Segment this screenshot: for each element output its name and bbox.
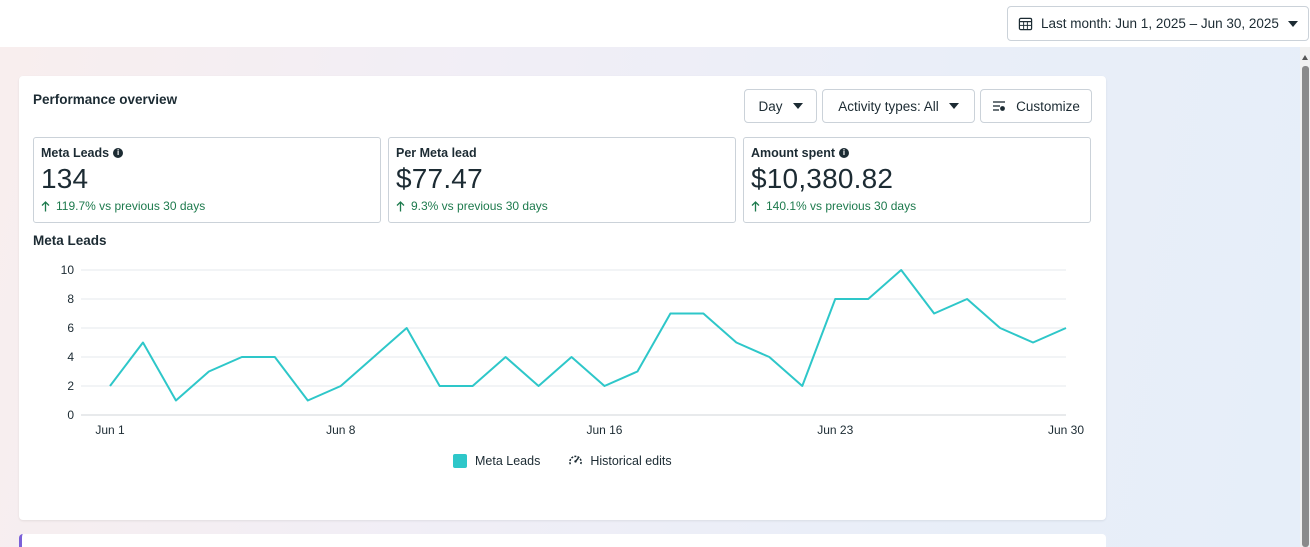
metric-label-text: Per Meta lead <box>396 146 477 160</box>
scroll-up-arrow-icon[interactable] <box>1302 55 1308 60</box>
metric-value: $77.47 <box>396 163 483 194</box>
metric-label-text: Meta Leads <box>41 146 110 160</box>
metric-meta-leads[interactable]: Meta Leads i 134 119.7% vs previous 30 d… <box>33 137 381 223</box>
scrollbar-thumb[interactable] <box>1302 66 1309 547</box>
metric-per-meta-lead[interactable]: Per Meta lead $77.47 9.3% vs previous 30… <box>388 137 736 223</box>
legend-label: Meta Leads <box>475 453 541 468</box>
legend-swatch <box>453 453 467 468</box>
legend-item-meta-leads[interactable]: Meta Leads <box>453 453 541 468</box>
activity-types-dropdown[interactable]: Activity types: All <box>822 89 975 123</box>
arrow-up-icon <box>41 200 50 211</box>
legend-label: Historical edits <box>590 453 672 468</box>
customize-icon <box>993 101 1006 111</box>
x-tick-label: Jun 23 <box>817 423 853 437</box>
metric-value: $10,380.82 <box>751 163 894 194</box>
day-dropdown[interactable]: Day <box>744 89 817 123</box>
y-tick-label: 0 <box>67 408 74 422</box>
x-tick-label: Jun 1 <box>95 423 125 437</box>
activity-types-label: Activity types: All <box>838 98 939 114</box>
metric-label: Meta Leads i <box>41 146 373 160</box>
y-tick-label: 4 <box>67 350 74 364</box>
metric-change: 119.7% vs previous 30 days <box>41 199 373 213</box>
y-tick-label: 2 <box>67 379 74 393</box>
y-tick-label: 8 <box>67 292 74 306</box>
metric-change: 9.3% vs previous 30 days <box>396 199 728 213</box>
meta-leads-line-chart[interactable]: 0 2 4 6 8 10 Jun 1 Jun 8 Jun 16 Jun 23 Jun 30 <box>19 76 1106 520</box>
top-bar: Last month: Jun 1, 2025 – Jun 30, 2025 <box>0 0 1310 47</box>
x-tick-label: Jun 16 <box>586 423 622 437</box>
metric-change-text: 119.7% vs previous 30 days <box>56 199 206 213</box>
chart-legend: Meta Leads Historical edits <box>453 453 700 468</box>
customize-button[interactable]: Customize <box>980 89 1092 123</box>
performance-overview-card: Performance overview Day Activity types:… <box>19 76 1106 520</box>
info-icon[interactable]: i <box>839 148 850 158</box>
series-line-meta-leads <box>109 269 1067 402</box>
y-tick-label: 6 <box>67 321 74 335</box>
arrow-up-icon <box>751 200 760 211</box>
legend-item-historical-edits[interactable]: Historical edits <box>568 453 672 468</box>
chevron-down-icon <box>948 103 959 109</box>
metric-change: 140.1% vs previous 30 days <box>751 199 1083 213</box>
chevron-down-icon <box>792 103 803 109</box>
info-icon[interactable]: i <box>113 148 124 158</box>
metric-label: Per Meta lead <box>396 146 728 160</box>
metric-value: 134 <box>41 163 89 194</box>
y-tick-label: 10 <box>61 263 75 277</box>
x-tick-label: Jun 30 <box>1048 423 1084 437</box>
date-range-label: Last month: Jun 1, 2025 – Jun 30, 2025 <box>1041 16 1279 31</box>
metric-change-text: 140.1% vs previous 30 days <box>766 199 917 213</box>
metric-change-text: 9.3% vs previous 30 days <box>411 199 548 213</box>
metric-label: Amount spent i <box>751 146 1083 160</box>
date-range-picker[interactable]: Last month: Jun 1, 2025 – Jun 30, 2025 <box>1007 6 1309 41</box>
chevron-down-icon <box>1288 20 1298 27</box>
card-title: Performance overview <box>33 92 178 107</box>
x-tick-label: Jun 8 <box>326 423 356 437</box>
metric-amount-spent[interactable]: Amount spent i $10,380.82 140.1% vs prev… <box>743 137 1091 223</box>
day-dropdown-label: Day <box>758 98 783 114</box>
chart-title: Meta Leads <box>33 233 107 248</box>
customize-label: Customize <box>1016 98 1080 114</box>
calendar-icon <box>1018 17 1033 31</box>
arrow-up-icon <box>396 200 405 211</box>
metric-label-text: Amount spent <box>751 146 836 160</box>
gauge-icon <box>569 455 583 465</box>
next-card <box>19 534 1106 547</box>
